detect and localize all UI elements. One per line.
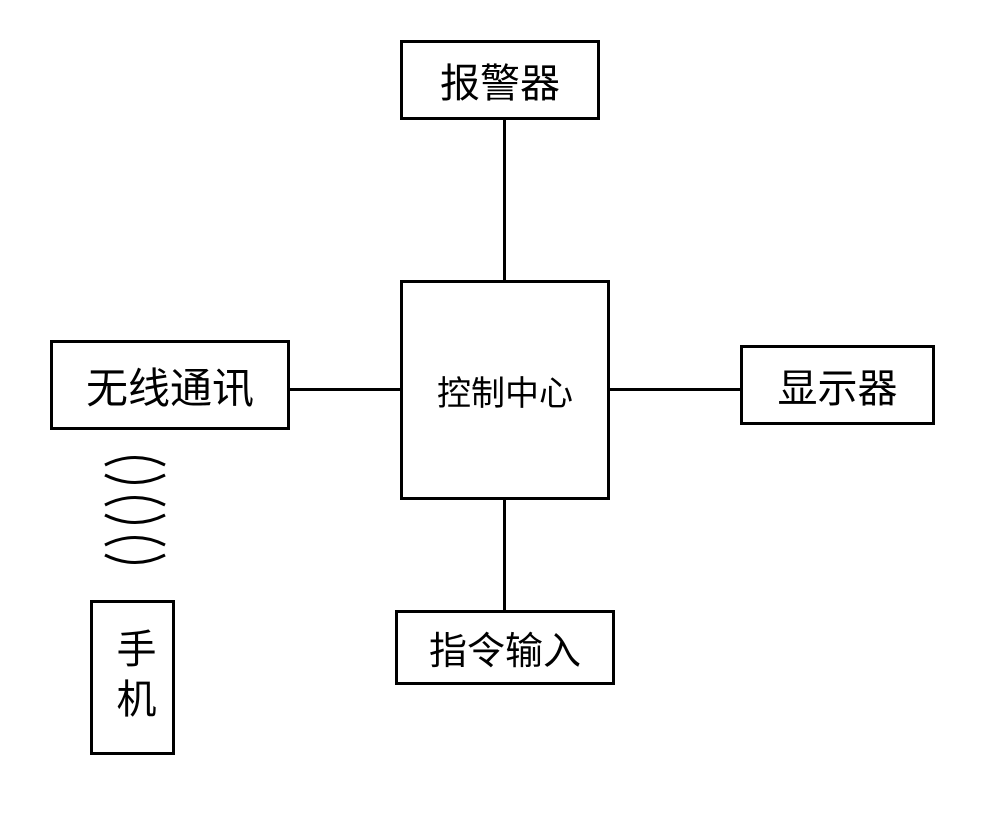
edge-wireless-control bbox=[290, 388, 400, 391]
display-node: 显示器 bbox=[740, 345, 935, 425]
edge-control-display bbox=[610, 388, 740, 391]
edge-control-command bbox=[503, 500, 506, 610]
wireless-wave-icon bbox=[95, 450, 175, 580]
control-center-label: 控制中心 bbox=[437, 366, 573, 415]
edge-alarm-control bbox=[503, 120, 506, 280]
alarm-node: 报警器 bbox=[400, 40, 600, 120]
wireless-label: 无线通讯 bbox=[86, 355, 254, 416]
control-center-node: 控制中心 bbox=[400, 280, 610, 500]
alarm-label: 报警器 bbox=[440, 51, 560, 109]
command-input-node: 指令输入 bbox=[395, 610, 615, 685]
command-input-label: 指令输入 bbox=[429, 620, 581, 675]
wireless-node: 无线通讯 bbox=[50, 340, 290, 430]
phone-label: 手机 bbox=[104, 628, 162, 728]
phone-node: 手机 bbox=[90, 600, 175, 755]
display-label: 显示器 bbox=[778, 356, 898, 414]
